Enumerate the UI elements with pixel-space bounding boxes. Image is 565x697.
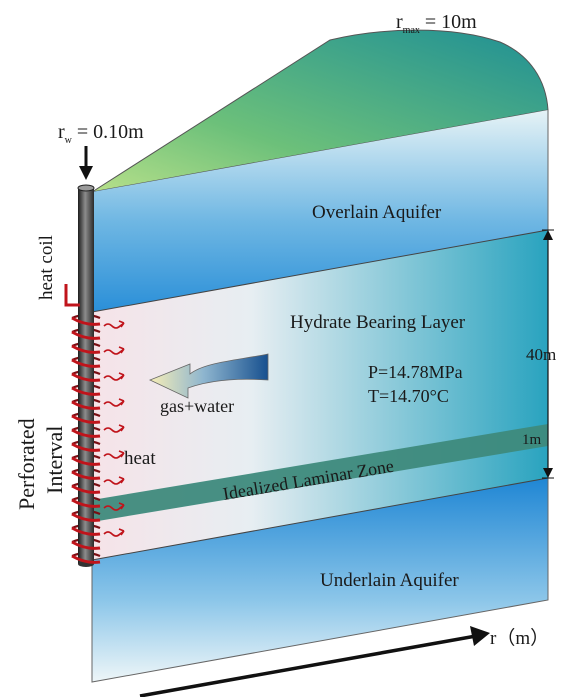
r-axis-arrow: [139, 626, 490, 697]
coil-turn-front: [71, 442, 101, 452]
rw-label: rw = 0.10m: [58, 121, 144, 146]
coil-turn-front: [71, 512, 101, 522]
heat-coil-label: heat coil: [36, 235, 57, 300]
coil-turn-front: [71, 540, 101, 550]
coil-turn-front: [71, 456, 101, 466]
overlain-aquifer-layer: [92, 110, 548, 312]
laminar-zone-band: [92, 424, 548, 522]
hydrate-bearing-layer-label: Hydrate Bearing Layer: [290, 312, 466, 333]
coil-turn-front: [71, 330, 101, 340]
heat-arrow: [103, 398, 125, 407]
heat-arrow: [103, 372, 125, 381]
coil-turn-front: [71, 554, 101, 564]
top-surface: [91, 29, 549, 193]
temperature-label: T=14.70°C: [368, 386, 449, 406]
heat-arrow: [103, 424, 125, 433]
underlain-aquifer-label: Underlain Aquifer: [320, 570, 459, 591]
heat-arrows-icon: [103, 320, 125, 537]
wellbore-arrow-icon: [79, 146, 93, 180]
heat-arrow: [103, 450, 125, 459]
perforated-label: Perforated: [14, 418, 39, 510]
heat-arrow: [103, 346, 125, 355]
thickness-1m-label: 1m: [522, 432, 542, 448]
heat-coil-icon: [64, 284, 80, 307]
pressure-label: P=14.78MPa: [368, 362, 463, 382]
perforation-coil-front: [71, 316, 101, 564]
wellbore-pipe: [77, 184, 95, 567]
heat-arrow: [103, 320, 125, 329]
coil-turn-front: [71, 484, 101, 494]
coil-turn-front: [71, 344, 101, 354]
thickness-40m-marker: [542, 229, 554, 479]
overlain-aquifer-label: Overlain Aquifer: [312, 202, 442, 223]
thickness-40m-label: 40m: [526, 345, 556, 364]
coil-turn-front: [71, 316, 101, 326]
r-axis-label: r（m）: [490, 627, 549, 649]
heat-arrow: [103, 476, 125, 485]
boundary-lower: [91, 477, 549, 561]
rmax-label: rmax = 10m: [396, 11, 477, 36]
coil-turn-front: [71, 498, 101, 508]
coil-turn-front: [71, 470, 101, 480]
coil-turn-front: [71, 414, 101, 424]
gas-water-label: gas+water: [160, 396, 234, 416]
coil-turn-front: [71, 372, 101, 382]
heat-label: heat: [124, 448, 156, 469]
coil-turn-front: [71, 428, 101, 438]
boundary-upper: [91, 229, 549, 313]
heat-arrow: [103, 528, 125, 537]
hydrate-bearing-layer: [92, 230, 548, 560]
coil-turn-front: [71, 526, 101, 536]
interval-label: Interval: [42, 426, 67, 494]
heat-arrow: [103, 502, 125, 511]
coil-turn-front: [71, 386, 101, 396]
underlain-aquifer-layer: [92, 478, 548, 682]
coil-turn-front: [71, 400, 101, 410]
flow-arrow-icon: [149, 353, 269, 399]
coil-turn-front: [71, 358, 101, 368]
